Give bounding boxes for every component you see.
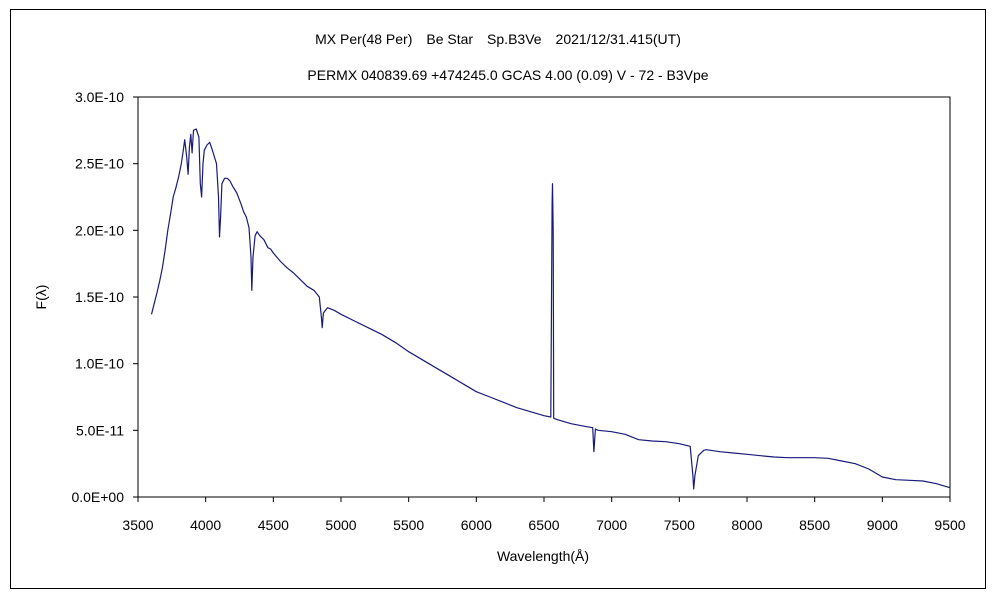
y-tick-label: 0.0E+00 xyxy=(71,489,124,505)
y-tick-label: 2.5E-10 xyxy=(75,156,124,172)
y-tick-label: 1.0E-10 xyxy=(75,356,124,372)
x-tick-label: 8000 xyxy=(731,517,762,533)
x-tick-label: 6000 xyxy=(461,517,492,533)
y-tick-label: 3.0E-10 xyxy=(75,89,124,105)
y-axis-ticks: 0.0E+00 5.0E-11 1.0E-10 1.5E-10 2.0E-10 2.5E-… xyxy=(71,89,138,505)
x-tick-label: 7500 xyxy=(664,517,695,533)
x-tick-label: 4500 xyxy=(258,517,289,533)
x-tick-label: 8500 xyxy=(799,517,830,533)
y-tick-label: 1.5E-10 xyxy=(75,289,124,305)
chart-frame xyxy=(10,9,986,589)
spectrum-line xyxy=(150,128,951,490)
chart-subtitle: PERMX 040839.69 +474245.0 GCAS 4.00 (0.0… xyxy=(307,67,708,83)
y-tick-label: 5.0E-11 xyxy=(76,422,124,438)
x-axis-ticks: 3500 4000 4500 5000 5500 6000 6500 7000 7500 8000… xyxy=(122,497,966,533)
x-tick-label: 7000 xyxy=(596,517,627,533)
chart-title: MX Per(48 Per) Be Star Sp.B3Ve 2021/12/3… xyxy=(315,31,681,47)
x-tick-label: 3500 xyxy=(122,517,153,533)
y-axis-label: F(λ) xyxy=(33,285,49,310)
x-tick-label: 5500 xyxy=(393,517,424,533)
series-group xyxy=(150,128,951,490)
x-tick-label: 9500 xyxy=(934,517,965,533)
x-tick-label: 9000 xyxy=(867,517,898,533)
x-axis-label: Wavelength(Å) xyxy=(497,548,589,564)
y-tick-label: 2.0E-10 xyxy=(75,222,124,238)
x-tick-label: 6500 xyxy=(528,517,559,533)
x-tick-label: 4000 xyxy=(190,517,221,533)
x-tick-label: 5000 xyxy=(325,517,356,533)
plot-area xyxy=(137,96,951,498)
